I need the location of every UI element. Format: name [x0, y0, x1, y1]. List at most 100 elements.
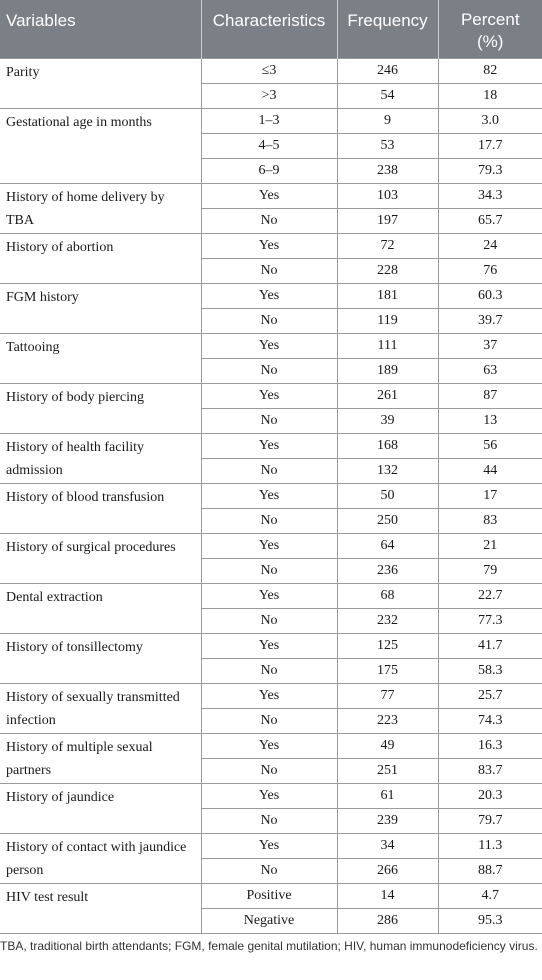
characteristic-cell: Yes	[200, 183, 338, 209]
characteristic-cell: Yes	[200, 633, 338, 659]
variable-cell: History of jaundice	[0, 783, 202, 834]
table-row: History of jaundice Yes 61 20.3	[0, 783, 542, 834]
percent-cell: 87	[437, 383, 542, 409]
percent-cell: 20.3	[437, 783, 542, 809]
table-row: Negative 286 95.3	[0, 908, 542, 934]
table-body: Parity ≤3 246 82 >3 54 18 Gestational age in mo…	[0, 58, 542, 934]
percent-cell: 16.3	[437, 733, 542, 759]
percent-cell: 4.7	[437, 883, 542, 909]
frequency-cell: 266	[336, 858, 439, 884]
frequency-cell: 68	[336, 583, 439, 609]
characteristic-cell: No	[201, 508, 338, 534]
data-table: Variables Characteristics Frequency Perc…	[0, 0, 542, 934]
frequency-cell: 261	[336, 383, 439, 409]
frequency-cell: 72	[336, 233, 439, 259]
variable-cell: Tattooing	[0, 333, 202, 384]
percent-cell: 83	[437, 508, 542, 534]
frequency-cell: 49	[336, 733, 439, 759]
table-row: No 250 83	[0, 508, 542, 534]
table-row: History of sexually transmitted infectio…	[0, 683, 542, 734]
percent-cell: 18	[437, 83, 542, 109]
characteristic-cell: 4–5	[201, 133, 338, 159]
percent-cell: 22.7	[437, 583, 542, 609]
frequency-cell: 14	[336, 883, 439, 909]
percent-cell: 88.7	[437, 858, 542, 884]
frequency-cell: 111	[336, 333, 439, 359]
variable-cell: FGM history	[0, 283, 202, 334]
characteristic-cell: No	[201, 708, 338, 734]
characteristic-cell: Yes	[200, 233, 338, 259]
table-header: Variables Characteristics Frequency Perc…	[0, 0, 542, 59]
table-footnote: TBA, traditional birth attendants; FGM, …	[0, 939, 538, 953]
frequency-cell: 9	[336, 108, 439, 134]
table-row: History of surgical procedures Yes 64 21	[0, 533, 542, 584]
table-row: History of abortion Yes 72 24	[0, 233, 542, 284]
frequency-cell: 103	[336, 183, 439, 209]
frequency-cell: 223	[336, 708, 439, 734]
table-row: No 132 44	[0, 458, 542, 484]
header-variables: Variables	[0, 0, 201, 59]
variable-cell: History of body piercing	[0, 383, 202, 434]
variable-cell: History of multiple sexual partners	[0, 733, 202, 784]
characteristic-cell: Yes	[200, 483, 338, 509]
characteristic-cell: ≤3	[200, 58, 338, 84]
frequency-cell: 246	[336, 58, 439, 84]
table-row: >3 54 18	[0, 83, 542, 109]
frequency-cell: 286	[336, 908, 439, 934]
table-row: History of health facility admission Yes 1…	[0, 433, 542, 484]
table-row: No 266 88.7	[0, 858, 542, 884]
variable-cell: History of surgical procedures	[0, 533, 202, 584]
characteristic-cell: No	[201, 658, 338, 684]
characteristic-cell: Yes	[200, 583, 338, 609]
table-row: Tattooing Yes 111 37	[0, 333, 542, 384]
table-row: No 232 77.3	[0, 608, 542, 634]
frequency-cell: 250	[336, 508, 439, 534]
characteristic-cell: No	[201, 458, 338, 484]
frequency-cell: 239	[336, 808, 439, 834]
characteristic-cell: No	[201, 308, 338, 334]
characteristic-cell: No	[201, 258, 338, 284]
characteristic-cell: No	[201, 208, 338, 234]
percent-cell: 41.7	[437, 633, 542, 659]
percent-cell: 25.7	[437, 683, 542, 709]
variable-cell: HIV test result	[0, 883, 202, 934]
frequency-cell: 228	[336, 258, 439, 284]
percent-cell: 79.3	[437, 158, 542, 184]
percent-cell: 58.3	[437, 658, 542, 684]
variable-cell: History of health facility admission	[0, 433, 202, 484]
percent-cell: 95.3	[437, 908, 542, 934]
header-frequency: Frequency	[336, 0, 438, 59]
table-row: No 189 63	[0, 358, 542, 384]
percent-cell: 63	[437, 358, 542, 384]
frequency-cell: 64	[336, 533, 439, 559]
variable-cell: Gestational age in months	[0, 108, 202, 184]
frequency-cell: 232	[336, 608, 439, 634]
frequency-cell: 238	[336, 158, 439, 184]
percent-cell: 17.7	[437, 133, 542, 159]
table-row: Gestational age in months 1–3 9 3.0	[0, 108, 542, 184]
variable-cell: History of sexually transmitted infectio…	[0, 683, 202, 734]
table-row: Parity ≤3 246 82	[0, 58, 542, 109]
table-row: History of tonsillectomy Yes 125 41.7	[0, 633, 542, 684]
characteristic-cell: >3	[201, 83, 338, 109]
percent-cell: 76	[437, 258, 542, 284]
frequency-cell: 132	[336, 458, 439, 484]
percent-cell: 24	[437, 233, 542, 259]
table-row: No 175 58.3	[0, 658, 542, 684]
characteristic-cell: Yes	[200, 533, 338, 559]
frequency-cell: 53	[336, 133, 439, 159]
table-row: No 39 13	[0, 408, 542, 434]
table-row: History of body piercing Yes 261 87	[0, 383, 542, 434]
frequency-cell: 168	[336, 433, 439, 459]
characteristic-cell: No	[201, 558, 338, 584]
frequency-cell: 50	[336, 483, 439, 509]
percent-cell: 60.3	[437, 283, 542, 309]
characteristic-cell: No	[201, 358, 338, 384]
percent-cell: 83.7	[437, 758, 542, 784]
variable-cell: History of abortion	[0, 233, 202, 284]
table-row: History of blood transfusion Yes 50 17	[0, 483, 542, 534]
frequency-cell: 236	[336, 558, 439, 584]
percent-cell: 3.0	[437, 108, 542, 134]
frequency-cell: 197	[336, 208, 439, 234]
variable-cell: Parity	[0, 58, 202, 109]
